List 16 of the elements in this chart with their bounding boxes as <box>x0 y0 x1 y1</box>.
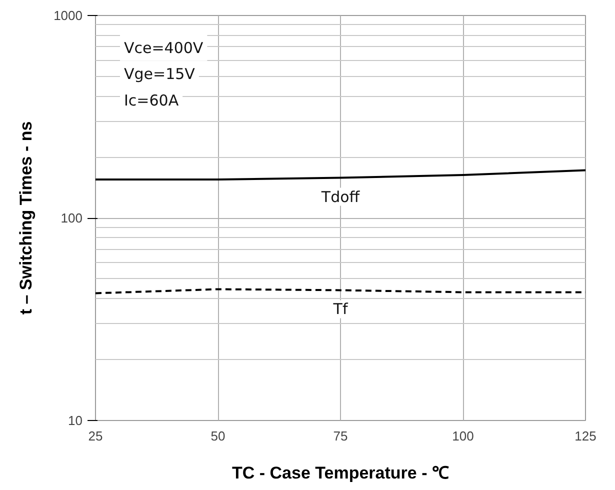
x-tick-label: 125 <box>574 428 596 444</box>
y-tick-label: 1000 <box>54 8 82 23</box>
annotation: Ic=60A <box>124 92 180 110</box>
y-tick-label: 10 <box>68 413 83 428</box>
x-tick-label: 50 <box>210 428 226 444</box>
series-label: Tf <box>332 300 348 318</box>
line-series <box>96 169 586 180</box>
x-tick-label: 25 <box>88 428 103 444</box>
series-label: Tdoff <box>320 188 360 206</box>
y-tick-label: 100 <box>60 210 83 226</box>
x-tick-label: 75 <box>333 428 348 444</box>
annotation: Vce=400V <box>124 38 204 57</box>
x-tick-label: 100 <box>452 428 474 444</box>
y-axis-title: t – Switching Times - ns <box>16 121 36 315</box>
annotation: Vge=15V <box>124 65 196 84</box>
x-axis-title: TC - Case Temperature - ℃ <box>232 464 449 482</box>
